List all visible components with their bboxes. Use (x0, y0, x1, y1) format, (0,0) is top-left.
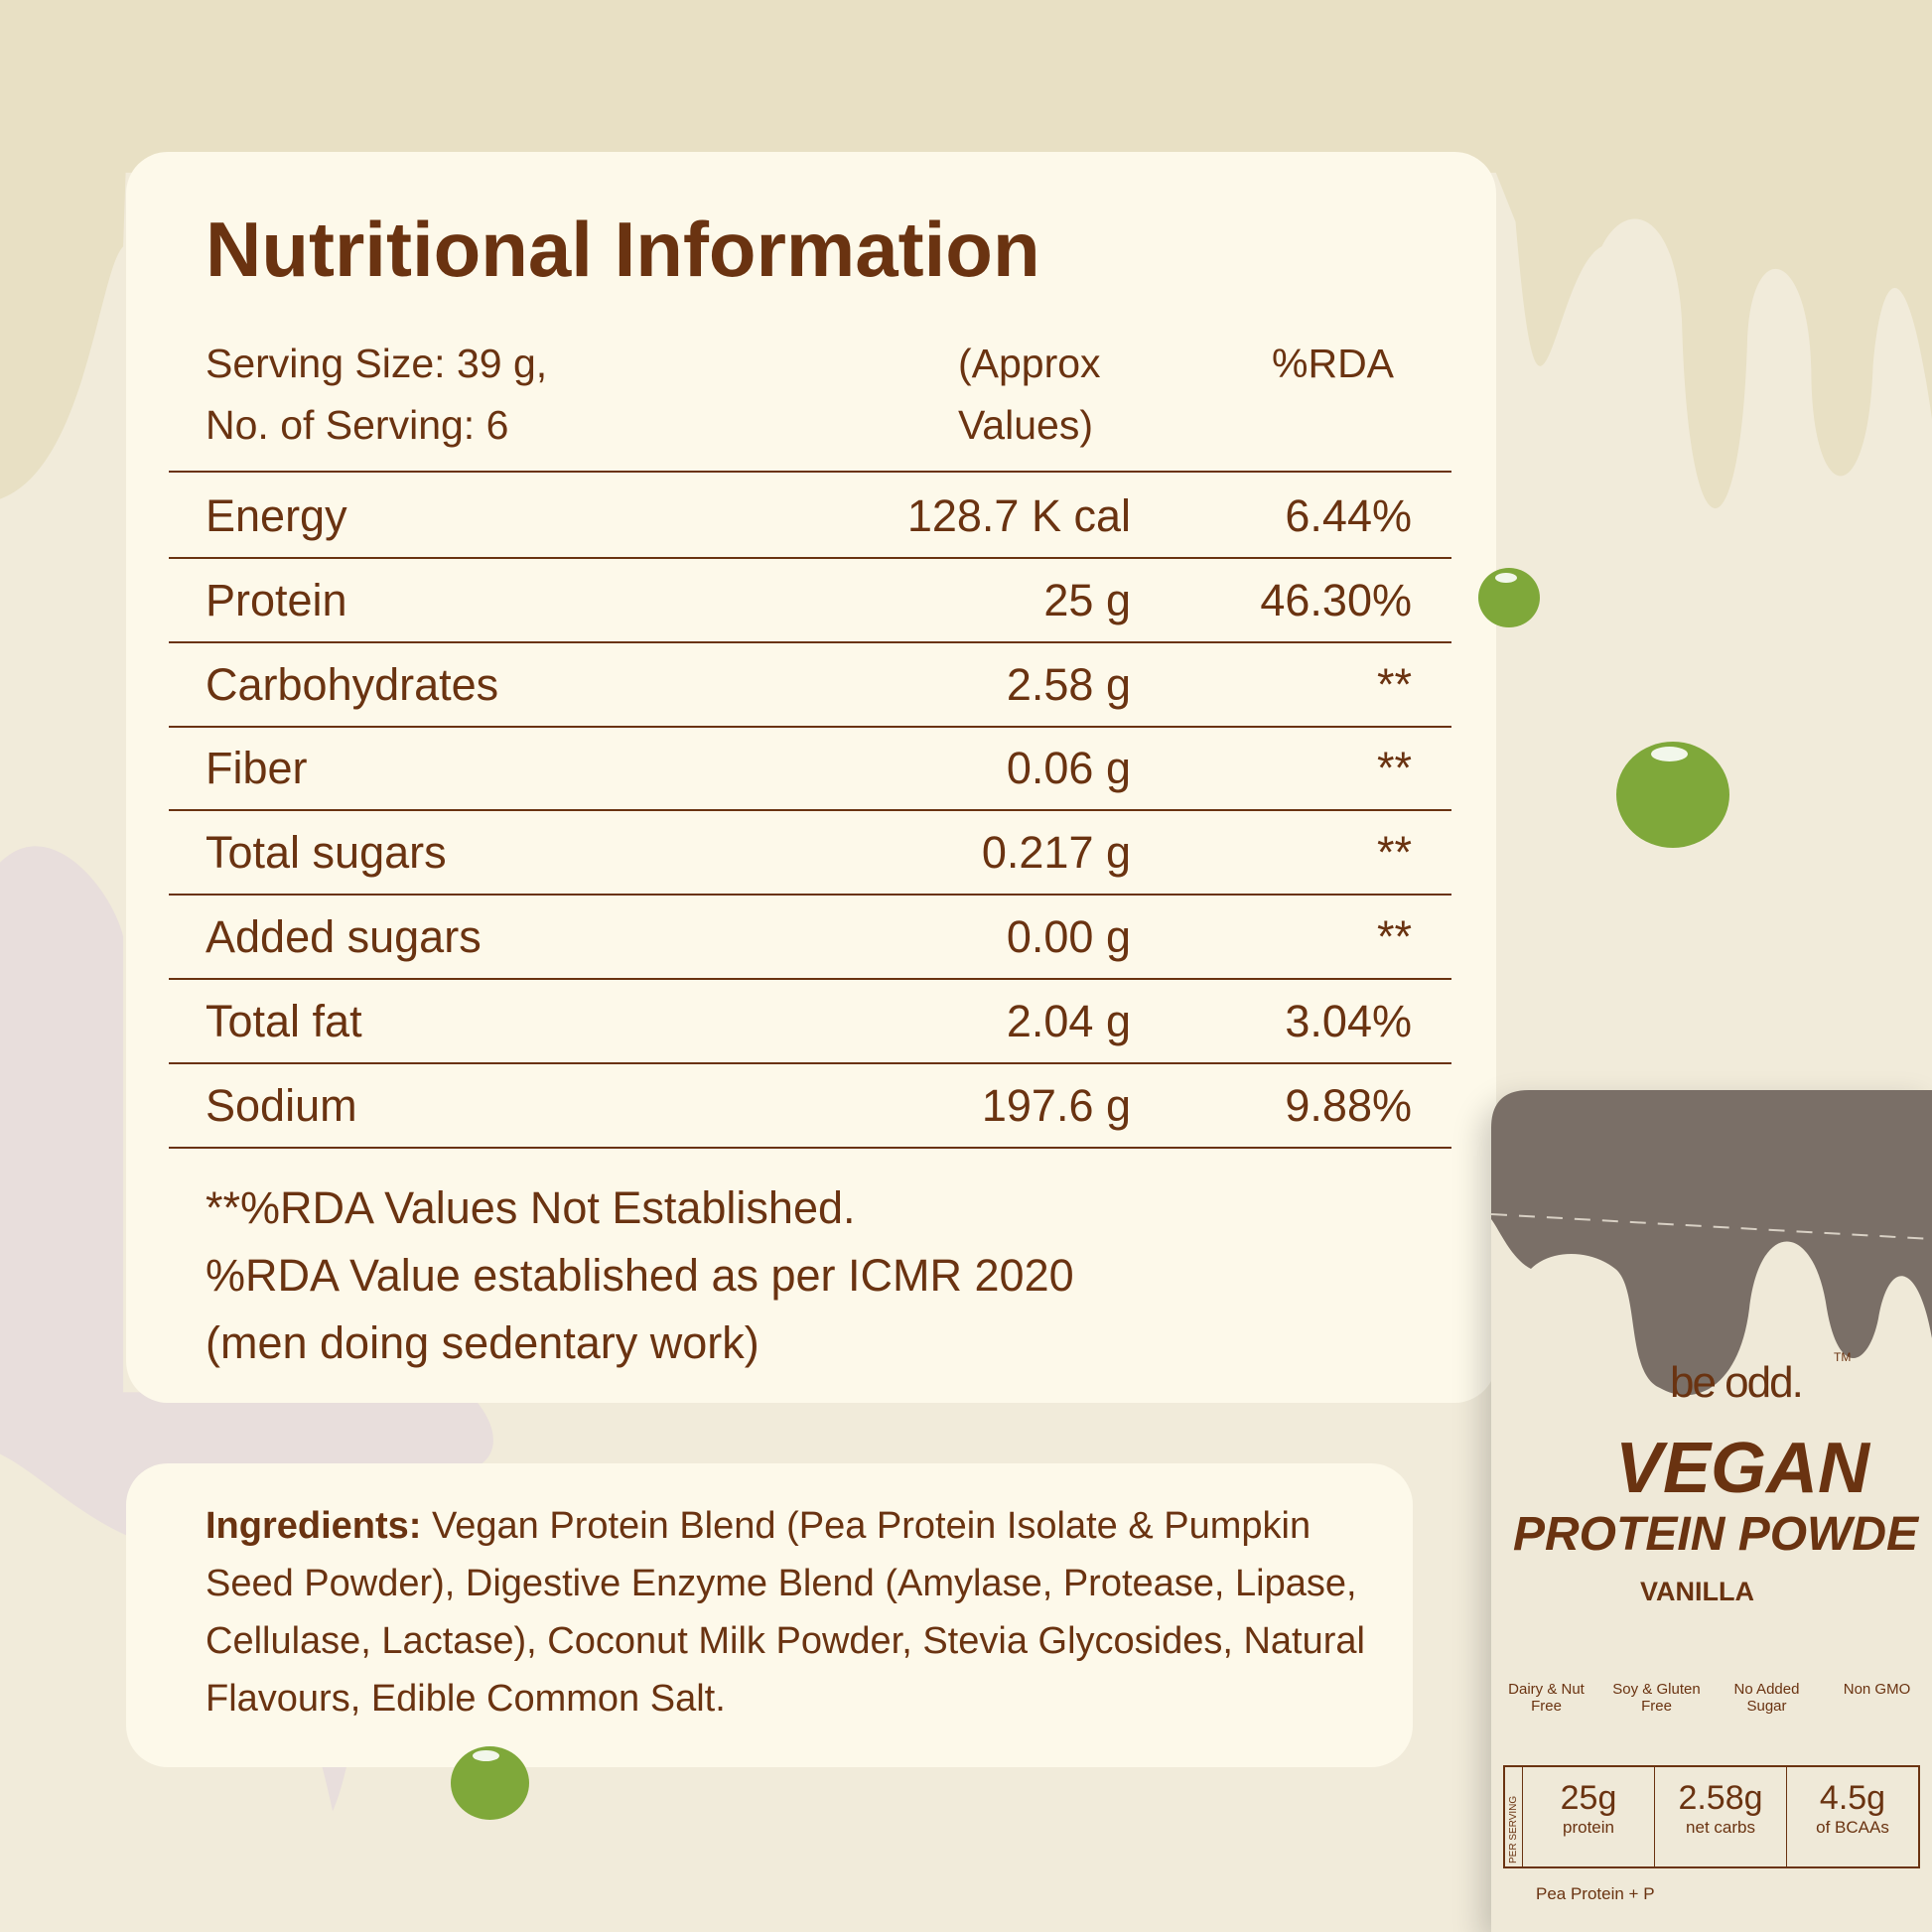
nutrient-rda: ** (1376, 827, 1412, 879)
nutrient-name: Total sugars (206, 827, 447, 879)
stat-label: net carbs (1686, 1818, 1755, 1837)
page-title: Nutritional Information (206, 206, 1040, 293)
stat-label: protein (1563, 1818, 1614, 1837)
nutrition-card (126, 152, 1496, 1403)
table-row: Protein 25 g 46.30% (169, 559, 1451, 643)
brand-logo: be odd. (1670, 1358, 1804, 1407)
nutrient-name: Fiber (206, 743, 308, 794)
nutrient-name: Added sugars (206, 911, 482, 962)
nutrient-rda: 3.04% (1285, 995, 1412, 1046)
approx-header: (Approx Values) (958, 333, 1101, 456)
nutrient-name: Sodium (206, 1079, 357, 1131)
stat-value: 2.58g (1678, 1779, 1763, 1817)
nutrient-rda: 46.30% (1260, 574, 1412, 625)
ingredients-list: Vegan Protein Blend (Pea Protein Isolate… (206, 1505, 1365, 1720)
nutrient-rda: 6.44% (1285, 490, 1412, 541)
table-row: Energy 128.7 K cal 6.44% (169, 475, 1451, 559)
product-pouch: be odd. TM VEGAN PROTEIN POWDE VANILLA D… (1491, 1090, 1932, 1932)
stat-label: of BCAAs (1816, 1818, 1889, 1837)
rda-header: %RDA (1272, 341, 1395, 386)
footnote: **%RDA Values Not Established. (206, 1182, 856, 1233)
pea-icon (1478, 568, 1540, 627)
table-row: Added sugars 0.00 g ** (169, 896, 1451, 980)
badge-dairy-free: Dairy & Nut Free (1508, 1681, 1585, 1715)
ingredients-text: Ingredients: Vegan Protein Blend (Pea Pr… (206, 1497, 1387, 1727)
nutrient-value: 128.7 K cal (906, 490, 1131, 541)
nutrient-value: 2.58 g (1006, 658, 1131, 710)
ingredients-label: Ingredients: (206, 1505, 422, 1547)
badge-non-gmo: Non GMO (1843, 1681, 1911, 1698)
nutrient-rda: 9.88% (1285, 1079, 1412, 1131)
footnote: (men doing sedentary work) (206, 1317, 759, 1368)
approx-line1: (Approx (958, 341, 1101, 386)
trademark: TM (1834, 1350, 1852, 1364)
nutrient-name: Total fat (206, 995, 362, 1046)
flavor: VANILLA (1640, 1577, 1754, 1606)
header-divider (169, 471, 1451, 473)
table-row: Carbohydrates 2.58 g ** (169, 643, 1451, 728)
pea-icon (451, 1746, 529, 1820)
product-type: PROTEIN POWDE (1513, 1508, 1919, 1561)
footnote: %RDA Value established as per ICMR 2020 (206, 1250, 1074, 1301)
table-row: Sodium 197.6 g 9.88% (169, 1064, 1451, 1149)
nutrient-value: 0.06 g (1006, 743, 1131, 794)
nutrient-value: 25 g (1043, 574, 1131, 625)
ingredients-card (126, 1463, 1413, 1767)
nutrient-value: 2.04 g (1006, 995, 1131, 1046)
product-name: VEGAN (1615, 1429, 1870, 1508)
per-serving-box: PER SERVING 25g protein 2.58g net carbs 4.… (1503, 1765, 1920, 1868)
nutrient-rda: ** (1376, 911, 1412, 962)
nutrient-rda: ** (1376, 743, 1412, 794)
badges: Dairy & Nut Free Soy & Gluten Free No Ad… (1491, 1631, 1932, 1715)
stat-value: 4.5g (1819, 1779, 1886, 1817)
nutrient-value: 0.00 g (1006, 911, 1131, 962)
approx-line2: Values) (958, 402, 1093, 448)
pea-icon (1616, 742, 1729, 848)
nutrient-rda: ** (1376, 658, 1412, 710)
serving-size: Serving Size: 39 g, (206, 341, 548, 386)
nutrient-name: Protein (206, 574, 347, 625)
per-serving-label: PER SERVING (1505, 1767, 1523, 1866)
nutrient-name: Energy (206, 490, 347, 541)
nutrient-value: 0.217 g (981, 827, 1131, 879)
table-row: Total sugars 0.217 g ** (169, 811, 1451, 897)
nutrient-name: Carbohydrates (206, 658, 499, 710)
table-row: Fiber 0.06 g ** (169, 727, 1451, 812)
pouch-bottom-text: Pea Protein + P (1536, 1884, 1655, 1903)
nutrient-value: 197.6 g (981, 1079, 1131, 1131)
stat-value: 25g (1560, 1779, 1617, 1817)
footnotes: **%RDA Values Not Established. %RDA Valu… (206, 1174, 1074, 1377)
servings-count: No. of Serving: 6 (206, 402, 509, 448)
serving-info: Serving Size: 39 g, No. of Serving: 6 (206, 333, 547, 456)
badge-no-sugar: No Added Sugar (1733, 1681, 1800, 1715)
pouch-drip (1491, 1090, 1932, 1396)
badge-gluten-free: Soy & Gluten Free (1612, 1681, 1701, 1715)
table-row: Total fat 2.04 g 3.04% (169, 980, 1451, 1064)
